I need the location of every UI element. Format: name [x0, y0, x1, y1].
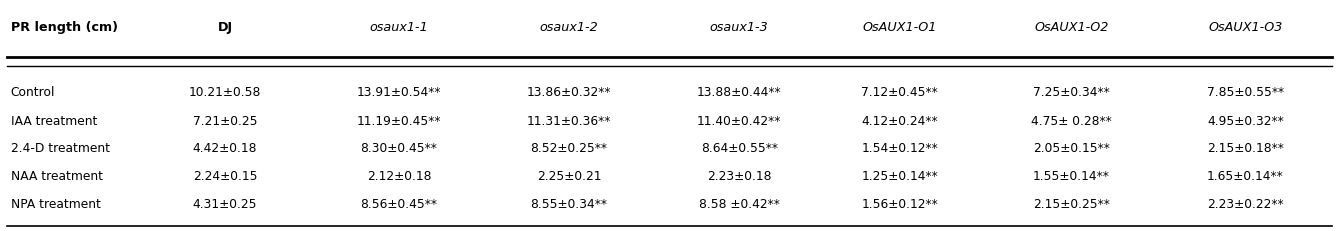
Text: 8.30±0.45**: 8.30±0.45**	[360, 143, 438, 155]
Text: osaux1-2: osaux1-2	[540, 21, 599, 34]
Text: 13.91±0.54**: 13.91±0.54**	[356, 86, 442, 99]
Text: 1.55±0.14**: 1.55±0.14**	[1032, 170, 1110, 183]
Text: 13.88±0.44**: 13.88±0.44**	[696, 86, 782, 99]
Text: 1.56±0.12**: 1.56±0.12**	[861, 198, 939, 211]
Text: 2.12±0.18: 2.12±0.18	[367, 170, 431, 183]
Text: 2.24±0.15: 2.24±0.15	[193, 170, 257, 183]
Text: 1.25±0.14**: 1.25±0.14**	[861, 170, 939, 183]
Text: OsAUX1-O1: OsAUX1-O1	[862, 21, 937, 34]
Text: 10.21±0.58: 10.21±0.58	[189, 86, 261, 99]
Text: OsAUX1-O3: OsAUX1-O3	[1208, 21, 1283, 34]
Text: 7.25±0.34**: 7.25±0.34**	[1032, 86, 1110, 99]
Text: osaux1-3: osaux1-3	[710, 21, 769, 34]
Text: 2.23±0.18: 2.23±0.18	[707, 170, 771, 183]
Text: 4.75± 0.28**: 4.75± 0.28**	[1031, 115, 1111, 128]
Text: 8.58 ±0.42**: 8.58 ±0.42**	[699, 198, 779, 211]
Text: 4.12±0.24**: 4.12±0.24**	[861, 115, 939, 128]
Text: 4.95±0.32**: 4.95±0.32**	[1206, 115, 1284, 128]
Text: 7.12±0.45**: 7.12±0.45**	[861, 86, 939, 99]
Text: NPA treatment: NPA treatment	[11, 198, 100, 211]
Text: 8.64±0.55**: 8.64±0.55**	[700, 143, 778, 155]
Text: Control: Control	[11, 86, 55, 99]
Text: osaux1-1: osaux1-1	[370, 21, 428, 34]
Text: OsAUX1-O2: OsAUX1-O2	[1034, 21, 1109, 34]
Text: 2.23±0.22**: 2.23±0.22**	[1206, 198, 1284, 211]
Text: 11.31±0.36**: 11.31±0.36**	[526, 115, 612, 128]
Text: PR length (cm): PR length (cm)	[11, 21, 118, 34]
Text: 2.15±0.25**: 2.15±0.25**	[1032, 198, 1110, 211]
Text: 1.65±0.14**: 1.65±0.14**	[1206, 170, 1284, 183]
Text: NAA treatment: NAA treatment	[11, 170, 103, 183]
Text: 13.86±0.32**: 13.86±0.32**	[526, 86, 612, 99]
Text: 7.21±0.25: 7.21±0.25	[193, 115, 257, 128]
Text: 11.19±0.45**: 11.19±0.45**	[356, 115, 442, 128]
Text: 8.56±0.45**: 8.56±0.45**	[360, 198, 438, 211]
Text: 2.25±0.21: 2.25±0.21	[537, 170, 601, 183]
Text: 4.42±0.18: 4.42±0.18	[193, 143, 257, 155]
Text: 7.85±0.55**: 7.85±0.55**	[1206, 86, 1284, 99]
Text: 2.4-D treatment: 2.4-D treatment	[11, 143, 110, 155]
Text: 2.05±0.15**: 2.05±0.15**	[1032, 143, 1110, 155]
Text: DJ: DJ	[217, 21, 233, 34]
Text: 8.55±0.34**: 8.55±0.34**	[530, 198, 608, 211]
Text: 11.40±0.42**: 11.40±0.42**	[696, 115, 782, 128]
Text: 8.52±0.25**: 8.52±0.25**	[530, 143, 608, 155]
Text: 1.54±0.12**: 1.54±0.12**	[861, 143, 939, 155]
Text: IAA treatment: IAA treatment	[11, 115, 98, 128]
Text: 2.15±0.18**: 2.15±0.18**	[1206, 143, 1284, 155]
Text: 4.31±0.25: 4.31±0.25	[193, 198, 257, 211]
